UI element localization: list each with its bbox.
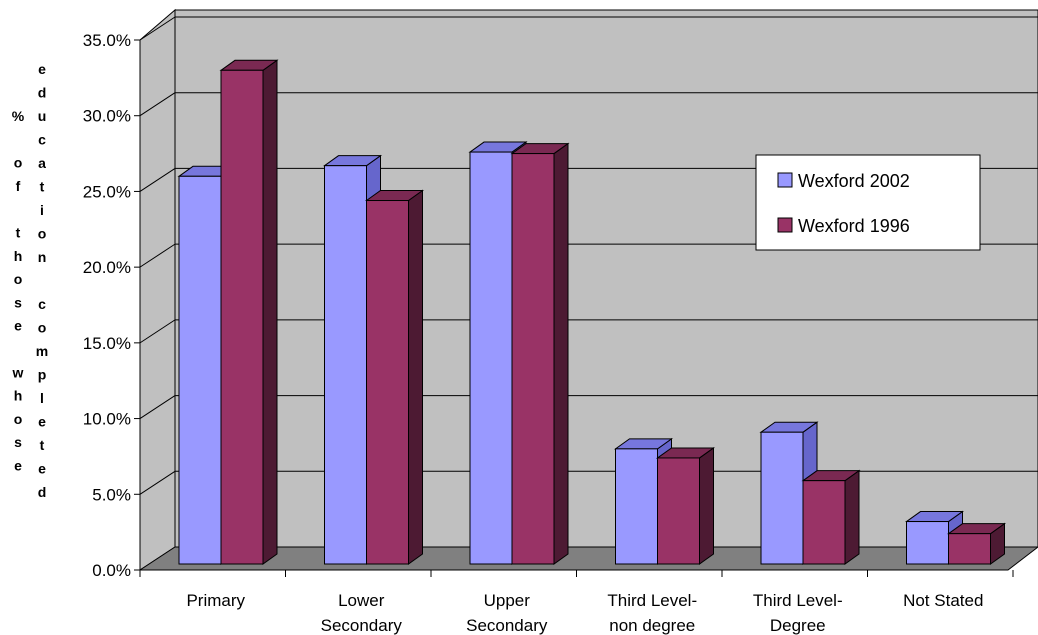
y-axis-label-char: f — [16, 178, 21, 194]
x-tick-label: Degree — [770, 616, 826, 635]
y-axis-label-char: t — [16, 225, 21, 241]
y-axis-label-char: d — [38, 484, 47, 500]
y-axis-label-char: d — [38, 85, 47, 101]
y-axis-label-char: h — [14, 388, 23, 404]
bar-front-face — [511, 153, 555, 565]
bar-front-face — [948, 533, 991, 565]
gridline-side — [139, 92, 176, 117]
legend-swatch-wexford-2002 — [777, 172, 793, 188]
y-axis-label-char: w — [12, 364, 24, 380]
x-axis-ticks: Primary Lower Secondary Upper Secondary Third… — [139, 570, 1014, 635]
y-tick-label: 10.0% — [83, 410, 131, 429]
x-tick-label: Upper — [484, 591, 531, 610]
gridline-side — [139, 319, 176, 344]
bar-front-face — [220, 69, 264, 565]
y-tick-label: 0.0% — [92, 561, 131, 580]
bar-front-face — [760, 431, 804, 565]
legend-label-wexford-1996: Wexford 1996 — [798, 216, 910, 236]
bar-wexford-1996 — [219, 59, 279, 565]
y-axis-label-char: t — [40, 437, 45, 453]
y-axis-label-char: e — [38, 414, 46, 430]
y-axis-label-char: o — [14, 155, 23, 171]
bar-wexford-1996 — [510, 142, 570, 565]
bar-front-face — [802, 480, 846, 565]
x-tick-label: Secondary — [466, 616, 548, 635]
y-axis-label-char: l — [40, 390, 44, 406]
y-axis-label-char: s — [14, 294, 22, 310]
bar-side-face — [553, 142, 569, 565]
y-axis-label-char: e — [14, 318, 22, 334]
y-axis-label-char: c — [38, 132, 46, 148]
x-tick-label: Not Stated — [903, 591, 983, 610]
y-axis-label-char: e — [38, 61, 46, 77]
x-tick-label: Lower — [338, 591, 385, 610]
y-tick-label: 35.0% — [83, 31, 131, 50]
bar-side-face — [844, 469, 860, 565]
gridline-side — [139, 470, 176, 495]
bar-wexford-1996 — [946, 522, 1007, 565]
y-axis-ticks: 0.0% 5.0% 10.0% 15.0% 20.0% 25.0% 30.0% 35.0% — [83, 31, 140, 580]
y-tick-label: 25.0% — [83, 182, 131, 201]
y-axis-label-char: o — [38, 226, 47, 242]
gridline-side — [139, 16, 176, 41]
y-axis-label-char: u — [38, 108, 47, 124]
y-tick-label: 5.0% — [92, 485, 131, 504]
y-axis-label-char: o — [14, 411, 23, 427]
bar-front-face — [366, 200, 409, 565]
bars — [177, 59, 1007, 565]
bar-wexford-1996 — [801, 469, 861, 565]
x-tick-label: Third Level- — [753, 591, 843, 610]
bar-front-face — [657, 457, 700, 565]
y-axis-label-char: e — [38, 461, 46, 477]
y-axis-label-char: % — [12, 108, 25, 124]
bar-wexford-1996 — [655, 446, 716, 565]
bar-front-face — [906, 521, 949, 565]
bar-wexford-1996 — [364, 189, 425, 565]
bar-side-face — [408, 189, 423, 565]
y-axis-label-char: h — [14, 248, 23, 264]
legend-label-wexford-2002: Wexford 2002 — [798, 171, 910, 191]
y-tick-label: 15.0% — [83, 334, 131, 353]
x-tick-label: Secondary — [321, 616, 403, 635]
gridline-side — [139, 395, 176, 419]
y-tick-label: 30.0% — [83, 107, 131, 126]
gridline-side — [139, 243, 176, 268]
bar-front-face — [615, 448, 658, 565]
gridline-side — [139, 168, 176, 192]
bar-side-face — [262, 59, 278, 565]
y-tick-label: 20.0% — [83, 258, 131, 277]
y-axis-label-char: p — [38, 367, 47, 383]
y-axis-label-char: o — [38, 320, 47, 336]
y-axis-label-char: c — [38, 296, 46, 312]
x-tick-label: Primary — [186, 591, 245, 610]
x-tick-label: non degree — [609, 616, 695, 635]
bar-front-face — [324, 165, 367, 565]
legend-swatch-wexford-1996 — [777, 217, 793, 233]
y-axis-label-char: s — [14, 434, 22, 450]
legend: Wexford 2002 Wexford 1996 — [755, 154, 981, 251]
legend-box — [755, 154, 981, 251]
plot-side-wall — [139, 8, 176, 571]
x-tick-label: Third Level- — [607, 591, 697, 610]
bar-front-face — [469, 151, 513, 565]
y-axis-label-char: m — [36, 343, 48, 359]
y-axis-label-char: t — [40, 179, 45, 195]
y-axis-label-char: n — [38, 249, 47, 265]
plot-back-wall — [174, 9, 1038, 548]
y-axis-label-char: i — [40, 202, 44, 218]
y-axis-label-char: a — [38, 155, 46, 171]
y-axis-label-char: o — [14, 271, 23, 287]
bar-side-face — [699, 446, 714, 565]
bar-front-face — [178, 175, 222, 565]
y-axis-label-char: e — [14, 458, 22, 474]
